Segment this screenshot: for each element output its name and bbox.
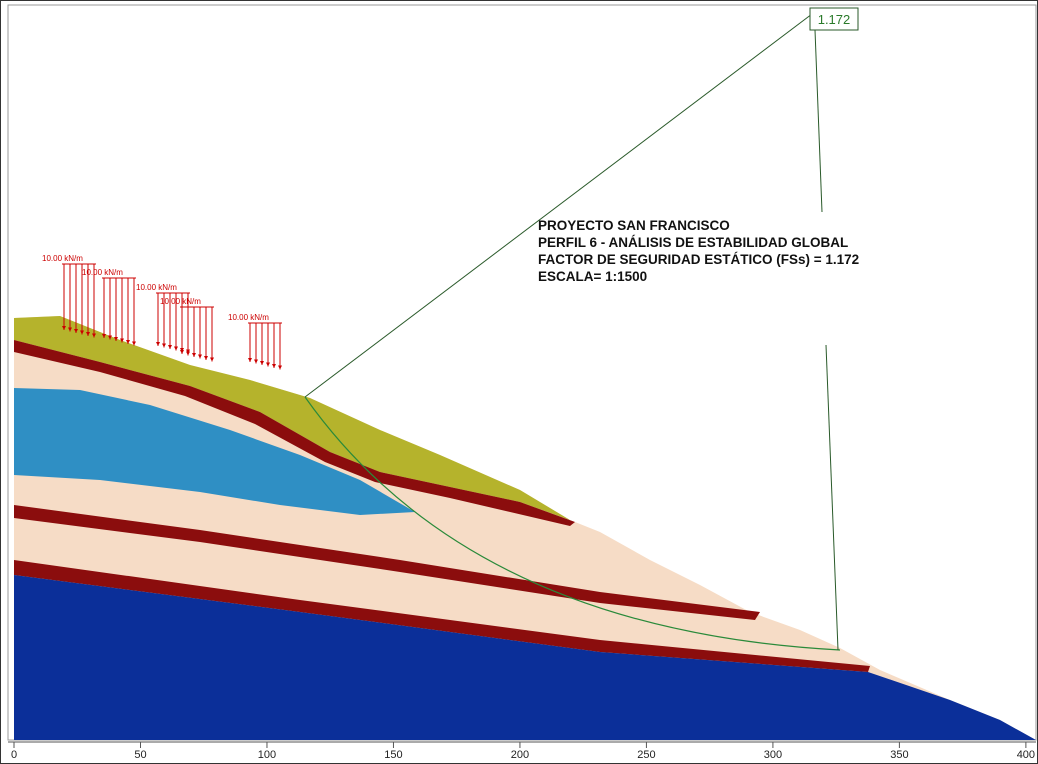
x-tick-label: 250 <box>637 749 655 761</box>
note-line: FACTOR DE SEGURIDAD ESTÁTICO (FSs) = 1.1… <box>538 252 859 267</box>
x-tick-label: 100 <box>258 749 276 761</box>
load-label: 10.00 kN/m <box>42 254 83 263</box>
x-tick-label: 400 <box>1017 749 1035 761</box>
load-label: 10.00 kN/m <box>82 268 123 277</box>
note-line: PERFIL 6 - ANÁLISIS DE ESTABILIDAD GLOBA… <box>538 235 848 250</box>
load-label: 10.00 kN/m <box>136 283 177 292</box>
x-tick-label: 50 <box>134 749 146 761</box>
load-label: 10.00 kN/m <box>160 297 201 306</box>
factor-label: 1.172 <box>818 12 851 27</box>
page: 1.172 PROYECTO SAN FRANCISCO PERFIL 6 - A… <box>0 0 1038 764</box>
x-tick-label: 150 <box>384 749 402 761</box>
x-tick-label: 300 <box>764 749 782 761</box>
note-line: ESCALA= 1:1500 <box>538 269 647 284</box>
x-tick-label: 350 <box>890 749 908 761</box>
x-tick-label: 200 <box>511 749 529 761</box>
note-line: PROYECTO SAN FRANCISCO <box>538 218 730 233</box>
x-tick-label: 0 <box>11 749 17 761</box>
load-label: 10.00 kN/m <box>228 313 269 322</box>
slope-view: 1.172 PROYECTO SAN FRANCISCO PERFIL 6 - A… <box>0 0 1038 764</box>
